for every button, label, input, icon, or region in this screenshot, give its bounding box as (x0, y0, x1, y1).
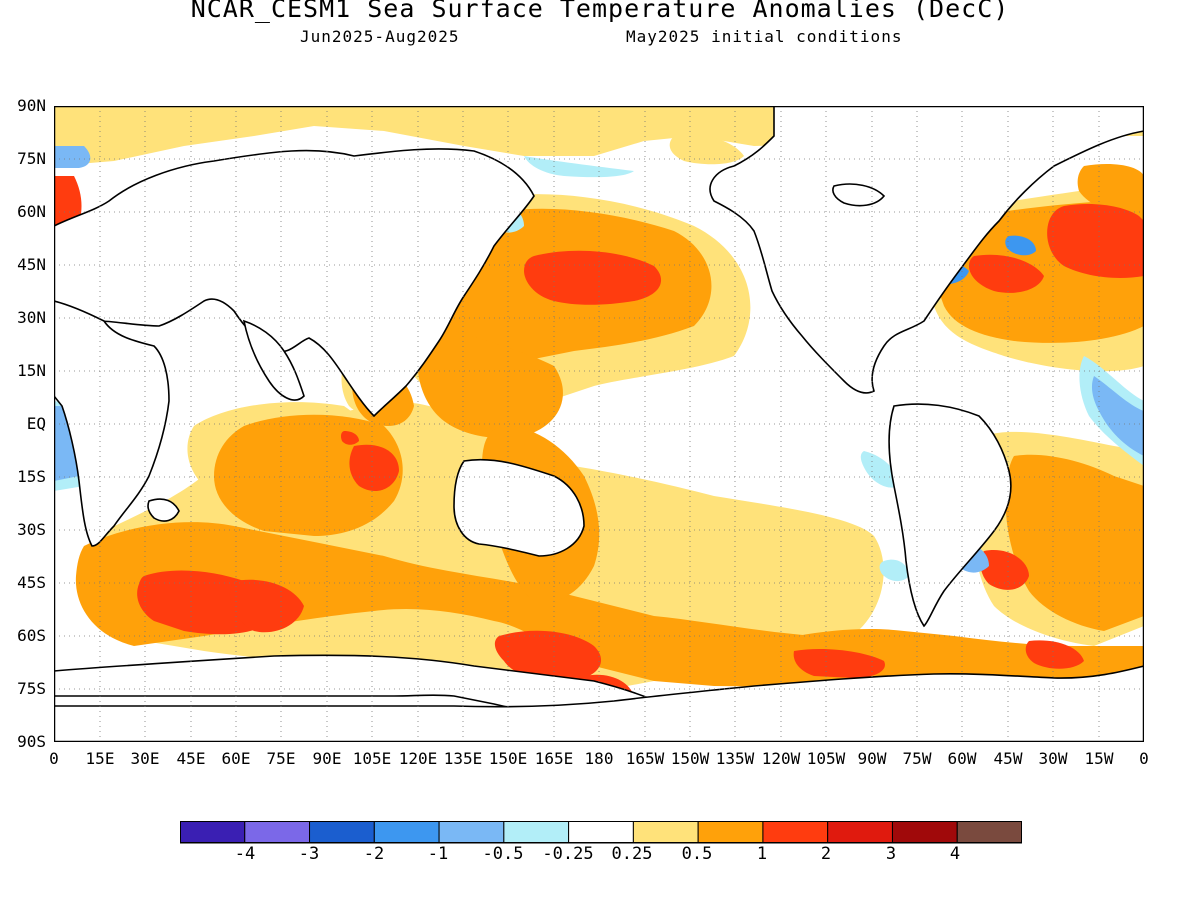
colorbar-label: 1 (756, 844, 768, 864)
lat-label: 90N (17, 96, 46, 115)
lon-label: 105W (806, 749, 846, 768)
colorbar (180, 821, 1022, 844)
colorbar-swatch (373, 821, 440, 844)
lon-label: 45W (993, 749, 1023, 768)
lat-label: 45N (17, 255, 46, 274)
map-frame (54, 106, 1144, 742)
map-title: NCAR_CESM1 Sea Surface Temperature Anoma… (190, 0, 1010, 23)
lon-label: 30E (130, 749, 160, 768)
colorbar-swatch (180, 821, 246, 844)
colorbar-label: 4 (949, 844, 961, 864)
lon-label: 90E (312, 749, 342, 768)
colorbar-label: -4 (234, 844, 256, 864)
colorbar-label: -0.5 (482, 844, 524, 864)
land-mask (54, 106, 1144, 742)
lon-label: 75W (902, 749, 932, 768)
lon-label: 180 (584, 749, 614, 768)
colorbar-swatch (956, 821, 1022, 844)
lon-label: 60W (947, 749, 977, 768)
lon-label: 120W (761, 749, 801, 768)
colorbar-swatch (891, 821, 958, 844)
lon-label: 30W (1038, 749, 1068, 768)
colorbar-swatch (503, 821, 570, 844)
lon-label: 150E (488, 749, 528, 768)
lon-label: 90W (857, 749, 887, 768)
initial-conditions: May2025 initial conditions (626, 27, 903, 46)
colorbar-label: -0.25 (542, 844, 594, 864)
lon-label: 0 (1139, 749, 1149, 768)
colorbar-swatch (244, 821, 311, 844)
sst-anomaly-map (54, 106, 1144, 742)
lat-label: 90S (17, 732, 46, 751)
lat-label: EQ (26, 414, 46, 433)
colorbar-swatch (697, 821, 764, 844)
lon-label: 165W (625, 749, 665, 768)
forecast-period: Jun2025-Aug2025 (300, 27, 460, 46)
colorbar-swatch (309, 821, 375, 844)
lon-label: 150W (670, 749, 710, 768)
colorbar-label: -2 (363, 844, 385, 864)
lat-label: 30N (17, 308, 46, 327)
colorbar-swatch (827, 821, 893, 844)
colorbar-label: 0.5 (681, 844, 713, 864)
lat-label: 75N (17, 149, 46, 168)
lat-label: 30S (17, 520, 46, 539)
colorbar-swatch (632, 821, 699, 844)
colorbar-label: 3 (885, 844, 897, 864)
lat-label: 75S (17, 679, 46, 698)
lon-label: 60E (221, 749, 251, 768)
lat-label: 60S (17, 626, 46, 645)
lat-label: 45S (17, 573, 46, 592)
lon-label: 75E (266, 749, 296, 768)
lon-label: 0 (49, 749, 59, 768)
colorbar-swatch (762, 821, 829, 844)
colorbar-label: -3 (298, 844, 320, 864)
lon-label: 165E (534, 749, 574, 768)
lon-label: 120E (398, 749, 438, 768)
lon-label: 135E (443, 749, 483, 768)
lon-label: 15E (85, 749, 115, 768)
colorbar-label: -1 (427, 844, 449, 864)
colorbar-label: 2 (820, 844, 832, 864)
lon-label: 15W (1084, 749, 1114, 768)
lat-label: 15S (17, 467, 46, 486)
colorbar-swatch (568, 821, 634, 844)
graticule (54, 106, 1144, 742)
lat-label: 15N (17, 361, 46, 380)
lon-label: 45E (176, 749, 206, 768)
colorbar-label: 0.25 (611, 844, 653, 864)
lon-label: 105E (352, 749, 392, 768)
colorbar-swatch (438, 821, 505, 844)
lon-label: 135W (715, 749, 755, 768)
lat-label: 60N (17, 202, 46, 221)
